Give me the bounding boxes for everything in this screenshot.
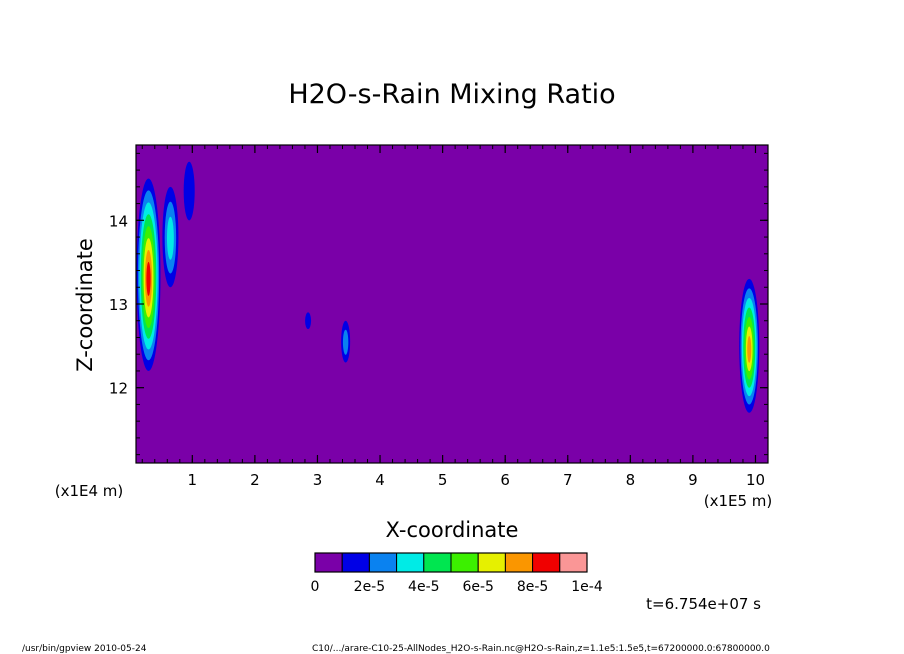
contour-level: [166, 216, 174, 260]
y-tick-label: 12: [109, 380, 128, 398]
contour-level: [183, 161, 195, 221]
colorbar-swatch: [559, 552, 588, 573]
colorbar-swatch: [314, 552, 343, 573]
colorbar-label: 4e-5: [408, 579, 439, 595]
colorbar-labels: 0 2e-5 4e-5 6e-5 8e-5 1e-4: [311, 579, 603, 595]
x-tick-label: 2: [250, 471, 260, 489]
colorbar-label: 1e-4: [571, 579, 603, 595]
contour-level: [305, 312, 312, 330]
colorbar-swatch: [504, 552, 534, 573]
rain-feature: [341, 320, 351, 363]
colorbar-swatch: [532, 552, 561, 573]
y-axis-label: Z-coordinate: [73, 238, 97, 372]
colorbar-swatch: [368, 552, 398, 573]
x-tick-label: 5: [438, 471, 448, 489]
colorbar-label: 0: [311, 579, 320, 595]
x-tick-label: 3: [313, 471, 323, 489]
x-tick-label: 7: [563, 471, 573, 489]
footer-right: C10/.../arare-C10-25-AllNodes_H2O-s-Rain…: [312, 644, 770, 654]
colorbar-label: 6e-5: [462, 579, 493, 595]
rain-feature: [162, 186, 179, 288]
x-axis-label: X-coordinate: [386, 518, 519, 542]
contour-level: [146, 261, 151, 296]
footer-left: /usr/bin/gpview 2010-05-24: [22, 644, 147, 654]
y-unit-label: (x1E4 m): [55, 482, 124, 500]
colorbar-swatch: [423, 552, 452, 573]
x-tick-label: 4: [375, 471, 385, 489]
time-label: t=6.754e+07 s: [646, 595, 761, 613]
rain-feature: [183, 161, 195, 221]
x-tick-label: 1: [188, 471, 198, 489]
x-tick-label: 8: [626, 471, 636, 489]
x-tick-label: 10: [746, 471, 765, 489]
colorbar-swatch: [477, 552, 506, 573]
contour-level: [747, 336, 752, 363]
colorbar-swatch: [396, 552, 425, 573]
x-tick-label: 6: [500, 471, 510, 489]
y-tick-label: 13: [109, 296, 128, 314]
colorbar-swatch: [450, 552, 479, 573]
rain-feature: [305, 312, 312, 330]
contour-level: [342, 329, 349, 355]
colorbar-frame: [314, 552, 588, 573]
x-tick-label: 9: [688, 471, 698, 489]
plot-area: [136, 145, 768, 463]
rain-feature: [136, 178, 161, 371]
y-tick-label: 14: [109, 212, 128, 230]
colorbar-swatch: [341, 552, 370, 573]
colorbar-label: 8e-5: [517, 579, 548, 595]
colorbar: [314, 552, 588, 573]
x-unit-label: (x1E5 m): [704, 492, 773, 510]
colorbar-label: 2e-5: [354, 579, 385, 595]
chart-title: H2O-s-Rain Mixing Ratio: [288, 79, 615, 110]
rain-contours: [136, 161, 760, 413]
rain-feature: [739, 278, 760, 413]
